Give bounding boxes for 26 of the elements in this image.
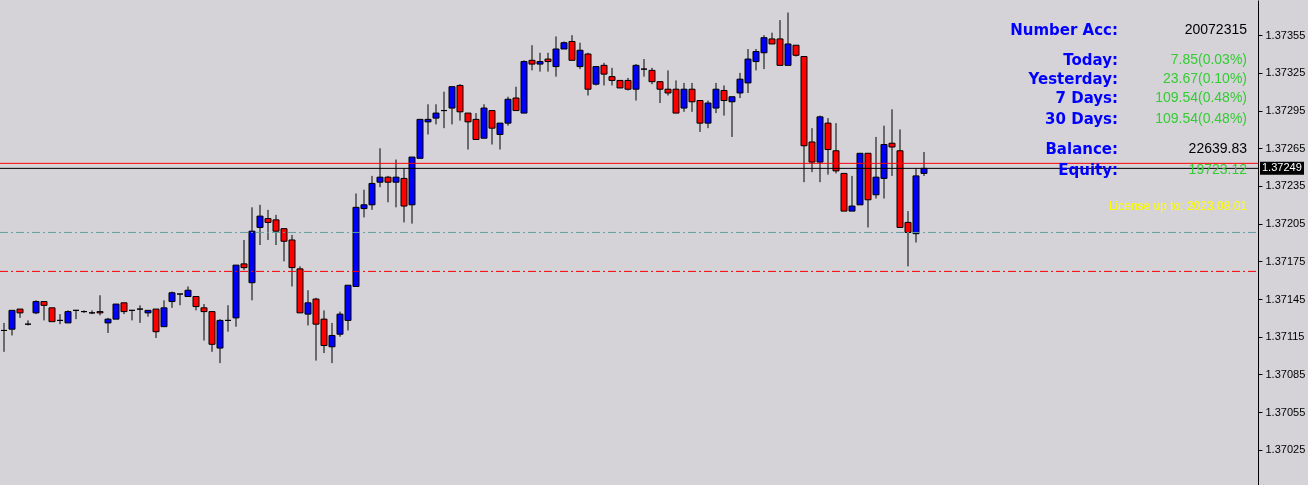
annotation: License up to: 2023.08.01 xyxy=(1108,199,1248,213)
annotation: 109.54(0.48%) xyxy=(1155,110,1247,126)
annotation: 30 Days: xyxy=(1045,110,1118,128)
ref-line-label: 1.37249 xyxy=(1262,161,1302,174)
y-tick-label: 1.37145 xyxy=(1265,292,1306,305)
annotation: 7 Days: xyxy=(1055,89,1118,107)
annotation: 22639.83 xyxy=(1188,140,1248,156)
annotation: 20072315 xyxy=(1184,21,1248,37)
annotation: 7.85(0.03%) xyxy=(1170,51,1247,67)
y-tick-label: 1.37355 xyxy=(1265,28,1306,41)
annotation: Yesterday: xyxy=(1027,70,1118,88)
annotation: Balance: xyxy=(1045,140,1118,158)
y-tick-label: 1.37295 xyxy=(1265,104,1306,117)
annotation: 23.67(0.10%) xyxy=(1162,70,1247,86)
annotation: Number Acc: xyxy=(1010,21,1118,39)
y-tick-label: 1.37325 xyxy=(1265,66,1306,79)
annotation: Today: xyxy=(1063,51,1118,69)
y-tick-label: 1.37025 xyxy=(1265,443,1306,456)
y-tick-label: 1.37115 xyxy=(1265,330,1305,343)
y-tick-label: 1.37085 xyxy=(1265,367,1306,380)
y-tick-label: 1.37055 xyxy=(1265,405,1306,418)
y-tick-label: 1.37265 xyxy=(1265,141,1306,154)
y-tick-label: 1.37205 xyxy=(1265,217,1306,230)
annotation: 109.54(0.48%) xyxy=(1155,89,1247,105)
y-tick-label: 1.37235 xyxy=(1265,179,1306,192)
y-tick-label: 1.37175 xyxy=(1265,254,1306,267)
